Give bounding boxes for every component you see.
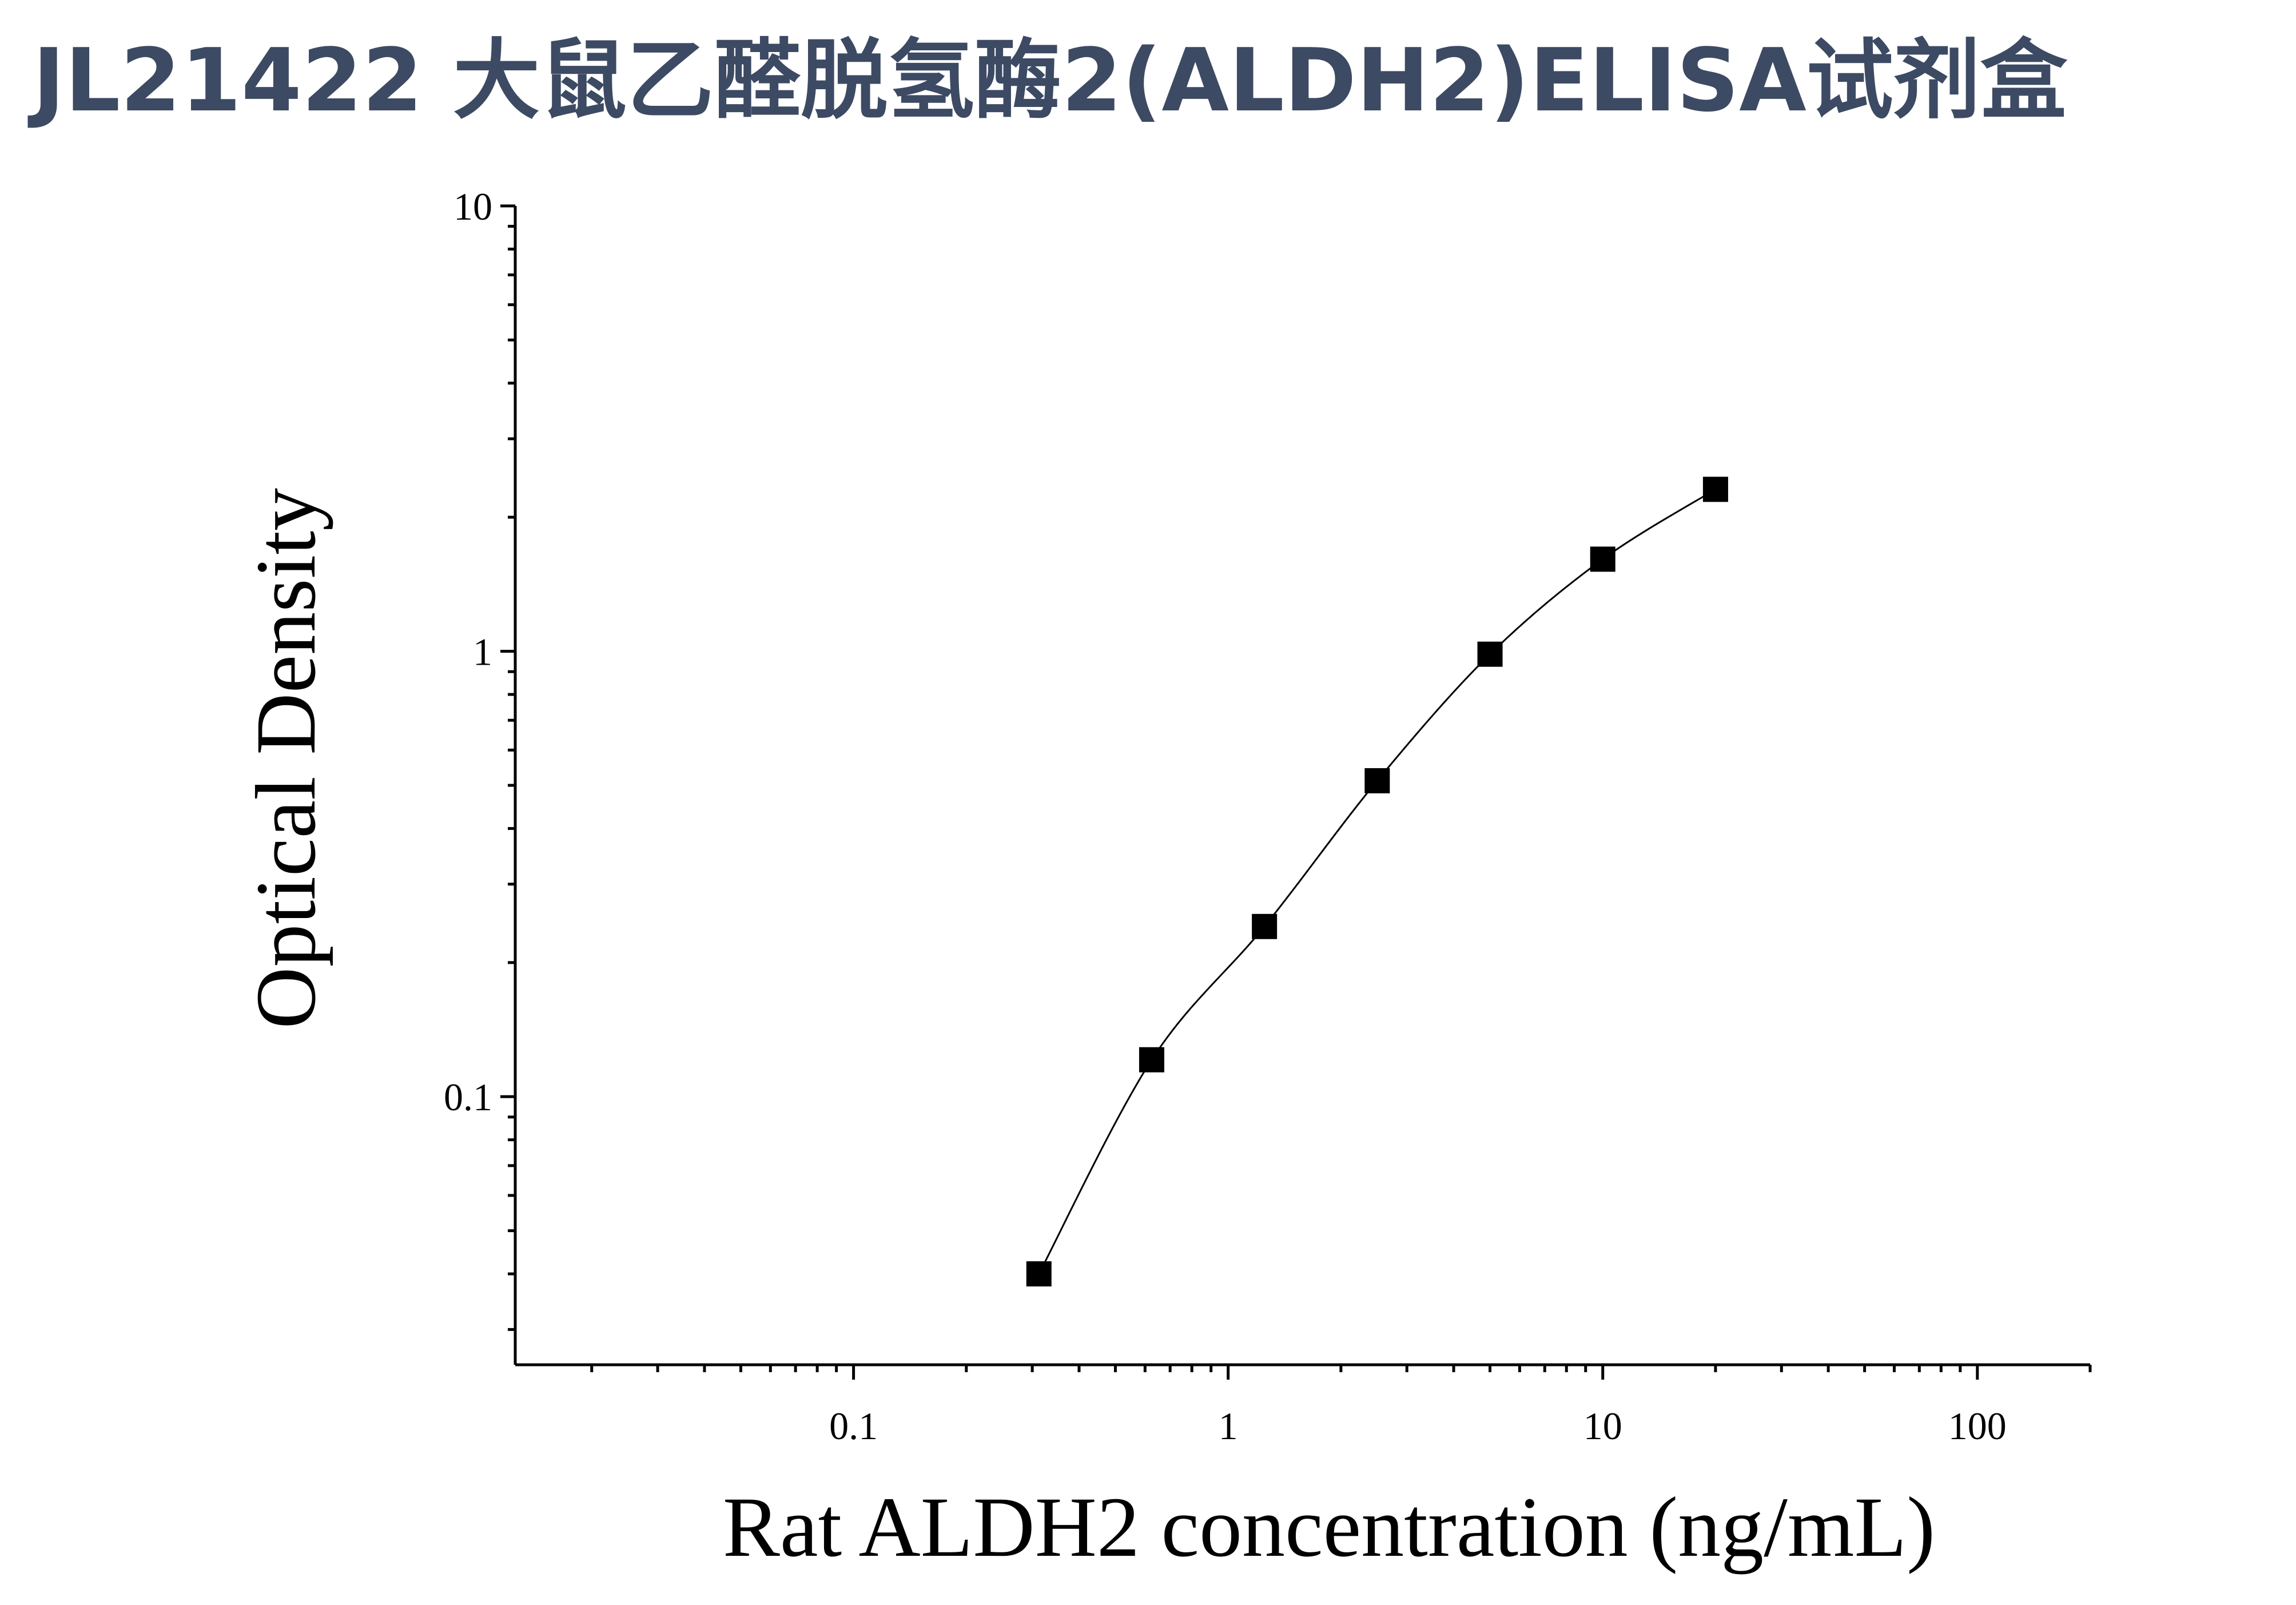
point — [1026, 1261, 1052, 1287]
x-tick-label: 100 — [1948, 1404, 2007, 1448]
point — [1477, 641, 1503, 667]
chart-title: JL21422 大鼠乙醛脱氢酶2(ALDH2)ELISA试剂盒 — [27, 30, 2068, 131]
y-tick-label: 0.1 — [444, 1075, 492, 1119]
y-tick-label: 1 — [473, 630, 492, 674]
x-tick-label: 1 — [1219, 1404, 1238, 1448]
x-tick-label: 0.1 — [829, 1404, 878, 1448]
point — [1364, 768, 1390, 793]
x-axis-label: Rat ALDH2 concentration (ng/mL) — [723, 1480, 1935, 1575]
point — [1702, 476, 1728, 502]
point — [1590, 546, 1615, 572]
point — [1139, 1047, 1164, 1072]
point — [1252, 913, 1278, 939]
x-tick-label: 10 — [1583, 1404, 1622, 1448]
y-axis-label: Optical Density — [238, 488, 333, 1029]
fit-curve — [1038, 488, 1716, 1274]
y-tick-label: 10 — [453, 185, 492, 228]
